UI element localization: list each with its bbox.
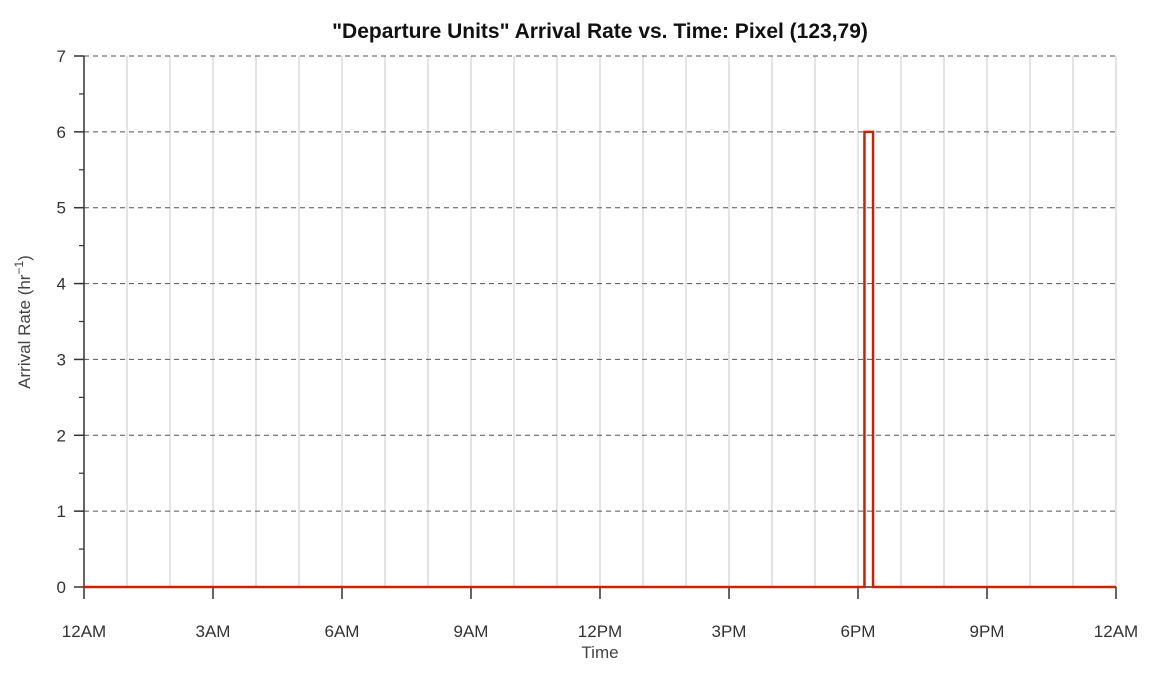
y-tick-label: 3 [57, 350, 66, 369]
y-axis-label-exponent: −1 [12, 261, 26, 275]
tick-labels: 0 1 2 3 4 5 6 7 12AM 3AM 6AM 9AM 12PM 3PM 6PM 9PM 12AM [57, 47, 1139, 641]
chart-title: "Departure Units" Arrival Rate vs. Time:… [332, 20, 868, 43]
y-tick-label: 5 [57, 199, 66, 218]
x-tick-label: 3AM [196, 622, 231, 641]
x-tick-label: 9PM [970, 622, 1005, 641]
x-tick-label: 6PM [841, 622, 876, 641]
y-tick-label: 4 [57, 275, 66, 294]
y-tick-label: 0 [57, 578, 66, 597]
x-tick-label: 6AM [325, 622, 360, 641]
grid [84, 55, 1117, 587]
y-axis-label: Arrival Rate (hr−1) [12, 255, 34, 389]
y-tick-label: 7 [57, 47, 66, 66]
series-layer [84, 130, 1116, 589]
x-tick-label: 12PM [578, 622, 622, 641]
arrival-rate-series-line [84, 130, 1116, 589]
x-axis-label: Time [581, 643, 618, 662]
y-axis-label-close: ) [15, 255, 34, 261]
y-axis-label-main: Arrival Rate (hr [15, 274, 34, 389]
x-tick-label: 12AM [1094, 622, 1138, 641]
y-tick-label: 2 [57, 426, 66, 445]
x-tick-label: 9AM [454, 622, 489, 641]
axes [74, 55, 1117, 599]
x-tick-label: 3PM [712, 622, 747, 641]
x-tick-label: 12AM [62, 622, 106, 641]
y-tick-label: 1 [57, 502, 66, 521]
y-tick-label: 6 [57, 123, 66, 142]
